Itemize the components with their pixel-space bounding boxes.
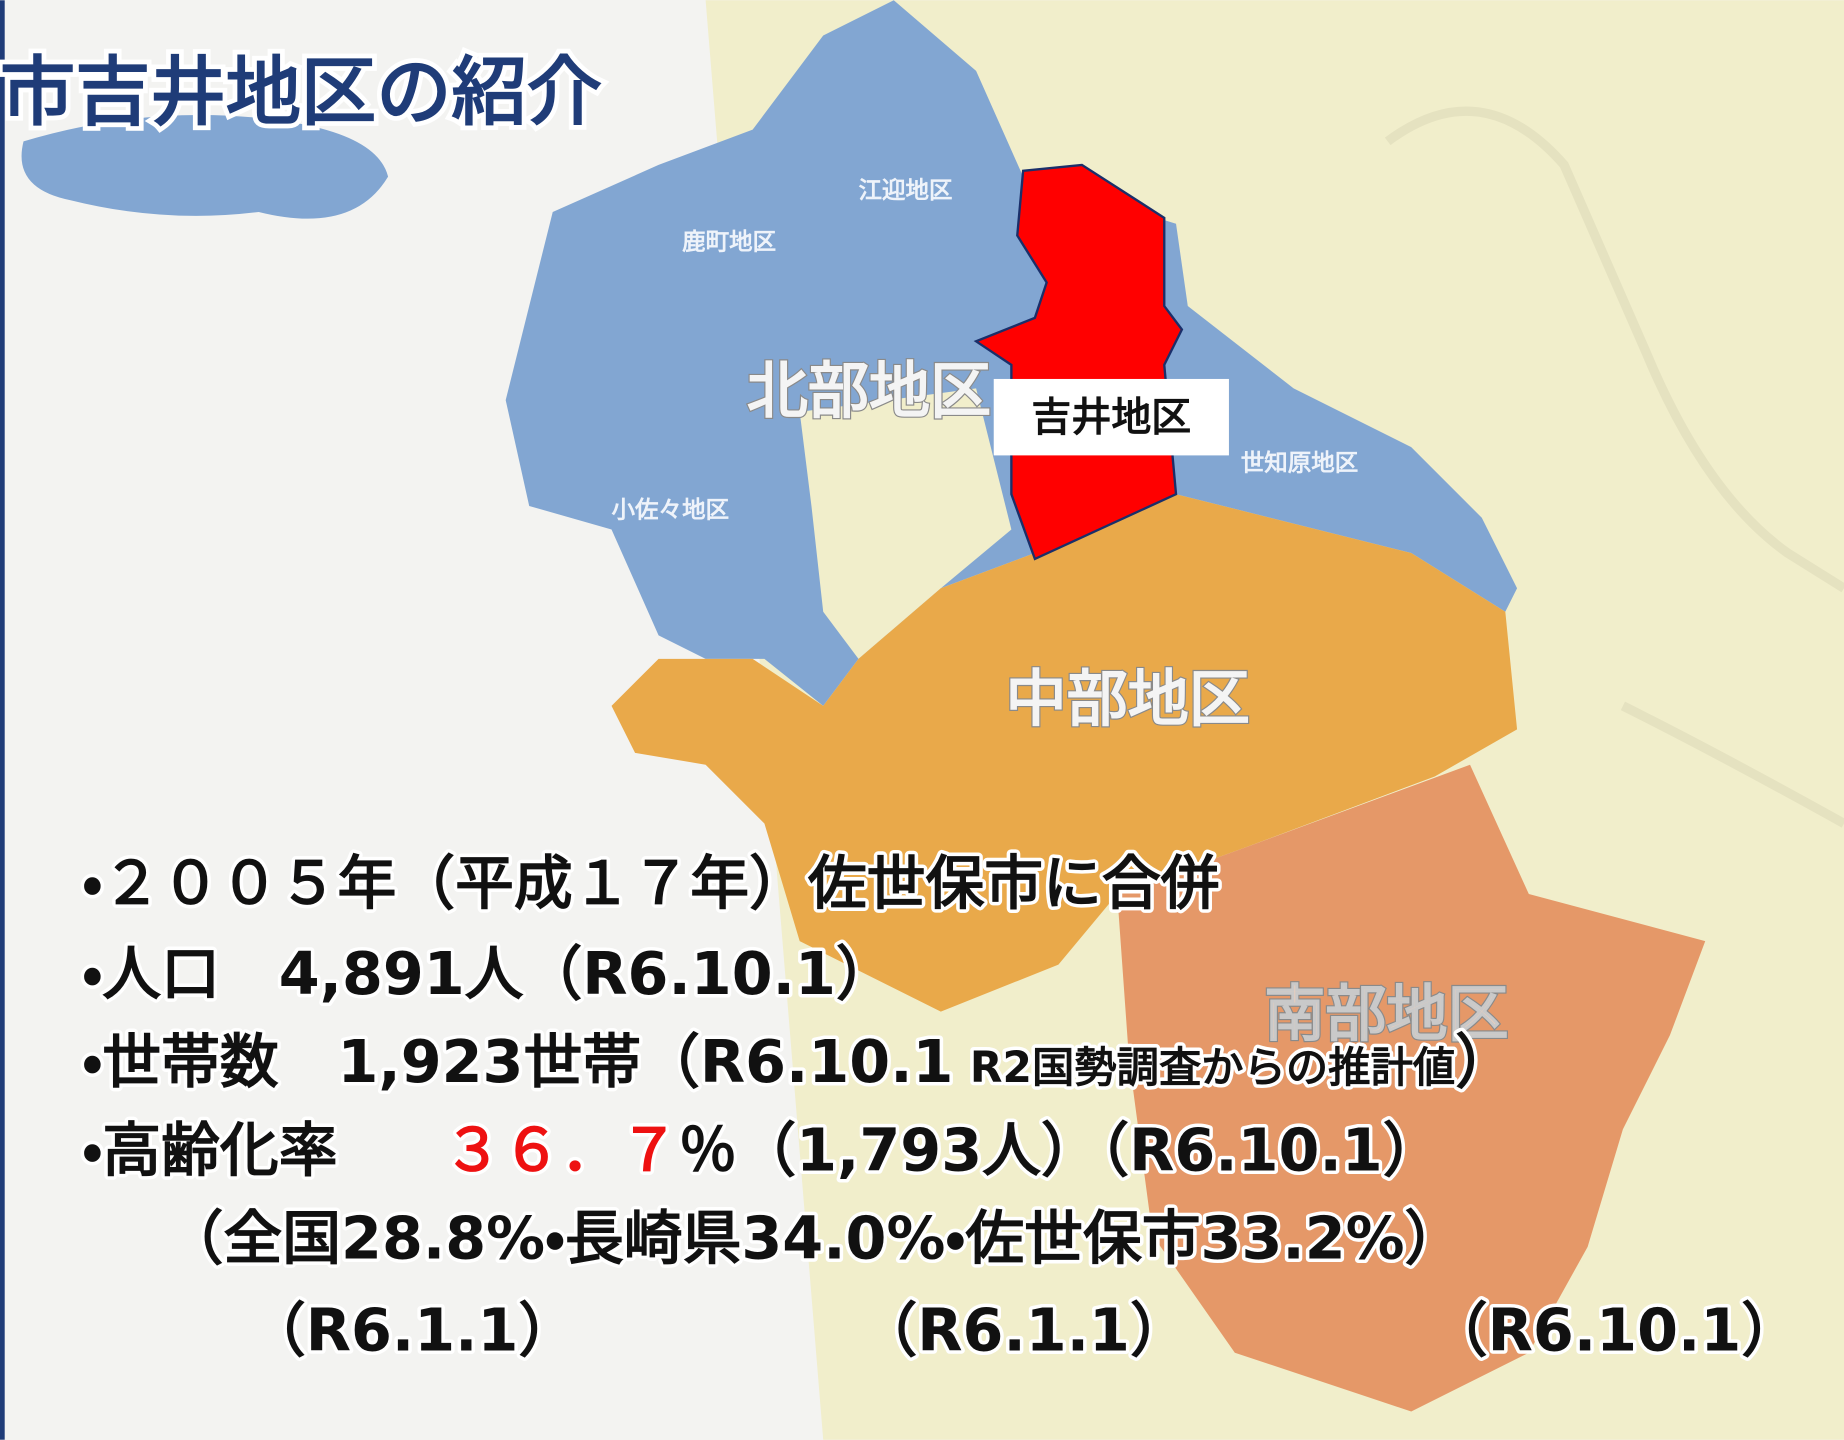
aging-label: ・高齢化率 bbox=[82, 1115, 396, 1184]
fact-date: （R6.10.1） bbox=[1429, 1295, 1800, 1364]
fact-date: （R6.1.1） bbox=[858, 1295, 1188, 1364]
fact-date: （R6.1.1） bbox=[247, 1295, 577, 1364]
map-label: 吉井地区 bbox=[1031, 395, 1191, 441]
fact-population: ・人口 4,891人（R6.10.1） bbox=[82, 939, 894, 1008]
page: 市吉井地区の紹介 江迎地区 鹿町地区 北部地区 吉井地区 世知原地区 小佐々地区… bbox=[0, 0, 1844, 1440]
households-main: ・世帯数 1,923世帯（R6.10.1 bbox=[82, 1027, 953, 1096]
aging-rest: ％（1,793人）（R6.10.1） bbox=[679, 1115, 1442, 1184]
households-note: R2国勢調査からの推計値 bbox=[970, 1043, 1455, 1092]
fact-aging: ・高齢化率 ３６．７％（1,793人）（R6.10.1） bbox=[82, 1115, 1441, 1184]
map-label: 世知原地区 bbox=[1241, 449, 1359, 477]
slide: 市吉井地区の紹介 江迎地区 鹿町地区 北部地区 吉井地区 世知原地区 小佐々地区… bbox=[0, 0, 1844, 1440]
map-label: 小佐々地区 bbox=[612, 496, 730, 524]
map-label: 北部地区 bbox=[747, 356, 992, 427]
fact-comparison: （全国28.8%・長崎県34.0%・佐世保市33.2%） bbox=[165, 1204, 1464, 1273]
households-close: ） bbox=[1455, 1027, 1514, 1096]
map-label: 中部地区 bbox=[1005, 664, 1250, 735]
title: 市吉井地区の紹介 bbox=[0, 48, 602, 136]
map-label: 江迎地区 bbox=[858, 176, 952, 204]
aging-rate: ３６．７ bbox=[443, 1115, 678, 1184]
fact-merger: ・２００５年（平成１７年）佐世保市に合併 bbox=[82, 848, 1219, 917]
map-label: 鹿町地区 bbox=[682, 228, 776, 256]
left-edge bbox=[0, 0, 5, 1439]
